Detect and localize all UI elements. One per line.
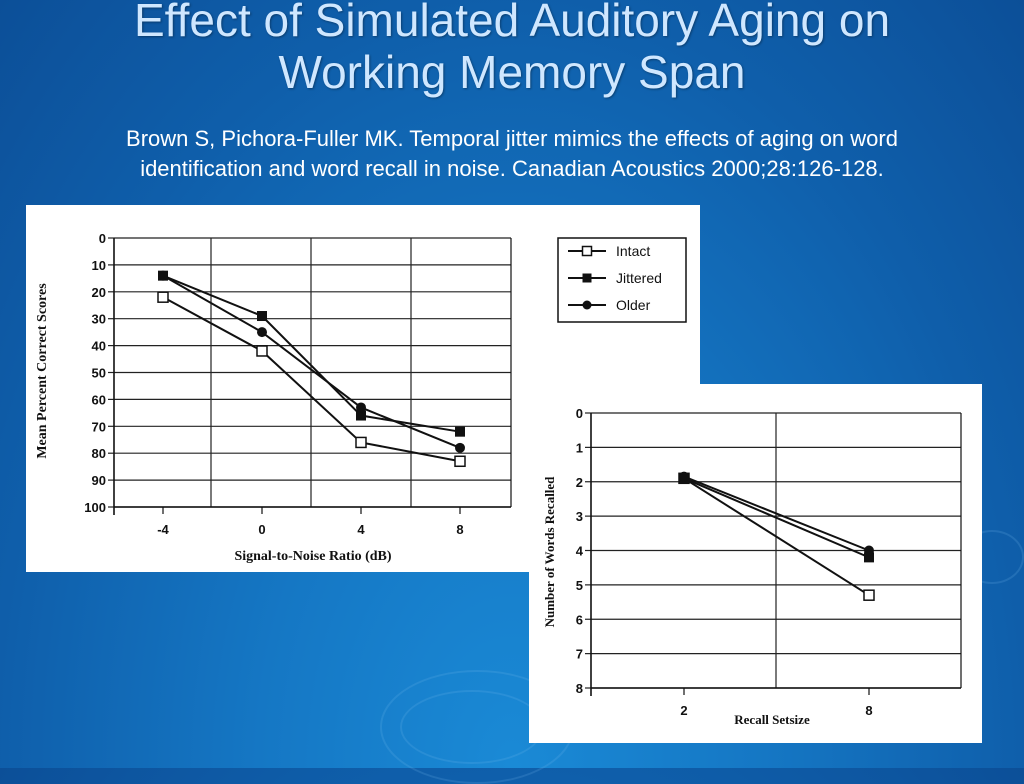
y-tick-label: 50 [92, 366, 106, 381]
series-line-jittered [162, 274, 461, 433]
series-line-older [683, 475, 870, 552]
y-tick-label: 5 [576, 578, 583, 593]
data-point-intact [157, 291, 169, 303]
slide-citation: Brown S, Pichora-Fuller MK. Temporal jit… [40, 124, 984, 184]
y-tick-label: 6 [576, 612, 583, 627]
series-line-intact [162, 296, 461, 463]
data-point-intact [256, 345, 268, 357]
y-tick-label: 4 [576, 544, 584, 559]
y-tick-label: 10 [92, 258, 106, 273]
x-tick-label: 0 [258, 522, 265, 537]
legend-marker-older [582, 300, 592, 310]
legend-marker-jittered [582, 273, 592, 283]
y-tick-label: 100 [84, 500, 106, 515]
y-tick-label: 0 [99, 231, 106, 246]
x-tick-label: 8 [865, 703, 872, 718]
y-axis-title: Mean Percent Correct Scores [35, 283, 50, 459]
legend-label-jittered: Jittered [616, 270, 662, 286]
y-tick-label: 8 [576, 681, 583, 696]
words-recalled-chart: 0 1 2 3 4 5 6 7 8 2 8 Recall Setsize Number of Words… [542, 406, 962, 727]
x-tick-label: 2 [680, 703, 687, 718]
y-tick-label: 30 [92, 312, 106, 327]
y-tick-label: 80 [92, 446, 106, 461]
x-axis-title: Recall Setsize [734, 712, 810, 727]
words-recalled-chart-panel: 0 1 2 3 4 5 6 7 8 2 8 Recall Setsize Number of Words… [529, 384, 982, 743]
x-tick-label: 4 [357, 522, 365, 537]
slide-title-line1: Effect of Simulated Auditory Aging on [133, 0, 891, 46]
legend-label-intact: Intact [616, 243, 650, 259]
x-axis-title: Signal-to-Noise Ratio (dB) [234, 549, 391, 564]
data-point-jittered [356, 410, 366, 421]
y-tick-label: 70 [92, 419, 106, 434]
legend-label-older: Older [616, 297, 651, 313]
y-axis-title: Number of Words Recalled [542, 476, 557, 628]
slide-title: Effect of Simulated Auditory Aging on Wo… [0, 0, 1024, 98]
y-tick-label: 3 [576, 509, 583, 524]
citation-line2: identification and word recall in noise.… [140, 156, 884, 181]
series-line-jittered [683, 477, 870, 559]
y-tick-label: 90 [92, 473, 106, 488]
data-point-older [257, 327, 267, 338]
y-tick-label: 60 [92, 392, 106, 407]
data-point-jittered [455, 426, 465, 437]
series-line-intact [683, 477, 870, 597]
x-tick-label: -4 [157, 522, 169, 537]
data-point-intact [355, 436, 367, 449]
data-point-older [864, 545, 874, 556]
y-tick-label: 1 [576, 440, 583, 455]
y-tick-label: 40 [92, 339, 106, 354]
legend-marker-intact [581, 245, 593, 257]
slide-title-line2: Working Memory Span [278, 46, 746, 98]
y-tick-label: 20 [92, 285, 106, 300]
y-tick-label: 7 [576, 647, 583, 662]
y-tick-label: 2 [576, 475, 583, 490]
data-point-older [158, 270, 168, 281]
x-tick-label: 8 [456, 522, 463, 537]
data-point-intact [454, 455, 466, 468]
data-point-jittered [257, 311, 267, 322]
series-line-older [162, 274, 461, 449]
data-point-intact [863, 589, 875, 601]
data-point-older [679, 471, 689, 482]
chart-legend: Intact Jittered Older [557, 237, 687, 323]
y-tick-label: 0 [576, 406, 583, 421]
data-point-older [356, 402, 366, 413]
data-point-jittered [864, 552, 874, 563]
citation-line1: Brown S, Pichora-Fuller MK. Temporal jit… [126, 126, 898, 151]
data-point-older [455, 442, 465, 453]
